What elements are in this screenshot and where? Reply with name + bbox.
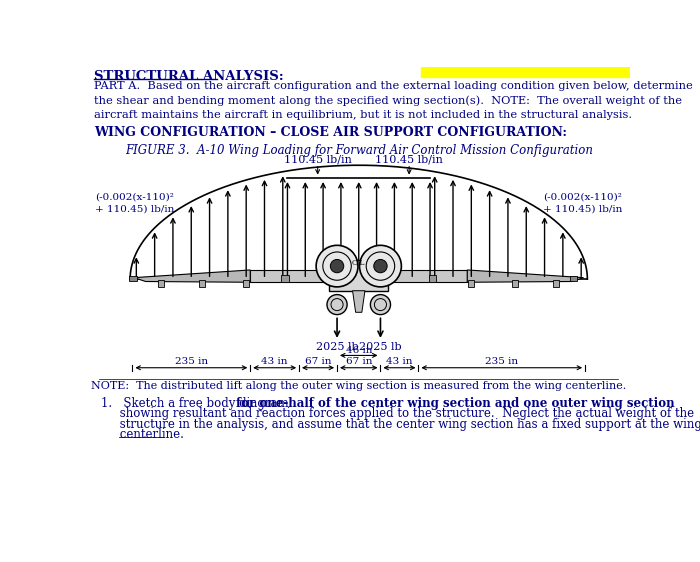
Bar <box>570 276 578 281</box>
Bar <box>158 280 164 287</box>
Text: showing resultant and reaction forces applied to the structure.  Neglect the act: showing resultant and reaction forces ap… <box>102 407 694 420</box>
Text: 110.45 lb/in: 110.45 lb/in <box>284 155 351 165</box>
Text: 43 in: 43 in <box>261 357 288 366</box>
Text: 2025 lb: 2025 lb <box>316 342 358 352</box>
Text: (-0.002(x-110)²
+ 110.45) lb/in: (-0.002(x-110)² + 110.45) lb/in <box>95 193 174 214</box>
Polygon shape <box>134 270 251 282</box>
Polygon shape <box>468 270 584 282</box>
Text: 46 in: 46 in <box>346 346 372 355</box>
Text: C/L: C/L <box>352 259 365 267</box>
Bar <box>389 270 468 282</box>
Text: for one-half of the center wing section and one outer wing section: for one-half of the center wing section … <box>235 397 674 410</box>
Text: NOTE:  The distributed lift along the outer wing section is measured from the wi: NOTE: The distributed lift along the out… <box>91 381 626 391</box>
Bar <box>329 260 389 291</box>
Text: STRUCTURAL ANALYSIS:: STRUCTURAL ANALYSIS: <box>94 70 284 83</box>
Bar <box>130 276 137 281</box>
Bar <box>553 280 559 287</box>
Text: PART A.  Based on the aircraft configuration and the external loading condition : PART A. Based on the aircraft configurat… <box>94 80 692 120</box>
Text: 1.   Sketch a free body diagram: 1. Sketch a free body diagram <box>102 397 293 410</box>
Text: 43 in: 43 in <box>386 357 413 366</box>
Text: 235 in: 235 in <box>175 357 208 366</box>
Text: (-0.002(x-110)²
+ 110.45) lb/in: (-0.002(x-110)² + 110.45) lb/in <box>543 193 622 214</box>
Text: 67 in: 67 in <box>304 357 331 366</box>
Circle shape <box>327 294 347 315</box>
Circle shape <box>374 260 387 273</box>
Text: WING CONFIGURATION – CLOSE AIR SUPPORT CONFIGURATION:: WING CONFIGURATION – CLOSE AIR SUPPORT C… <box>94 126 567 139</box>
Circle shape <box>330 260 344 273</box>
Text: 235 in: 235 in <box>485 357 518 366</box>
Circle shape <box>316 245 358 287</box>
Polygon shape <box>353 291 365 312</box>
Circle shape <box>370 294 391 315</box>
Text: structure in the analysis, and assume that the center wing section has a fixed s: structure in the analysis, and assume th… <box>102 418 700 431</box>
Bar <box>421 67 630 78</box>
Text: FIGURE 3.  A-10 Wing Loading for Forward Air Control Mission Configuration: FIGURE 3. A-10 Wing Loading for Forward … <box>125 144 593 157</box>
Text: centerline.: centerline. <box>102 428 184 441</box>
Bar <box>244 280 249 287</box>
Text: 110.45 lb/in: 110.45 lb/in <box>375 155 443 165</box>
Circle shape <box>360 245 401 287</box>
Bar <box>281 275 289 282</box>
Bar <box>512 280 519 287</box>
Text: 2025 lb: 2025 lb <box>359 342 402 352</box>
Bar <box>468 280 474 287</box>
Bar <box>428 275 436 282</box>
Text: 67 in: 67 in <box>346 357 372 366</box>
Bar <box>199 280 205 287</box>
Bar <box>251 270 329 282</box>
